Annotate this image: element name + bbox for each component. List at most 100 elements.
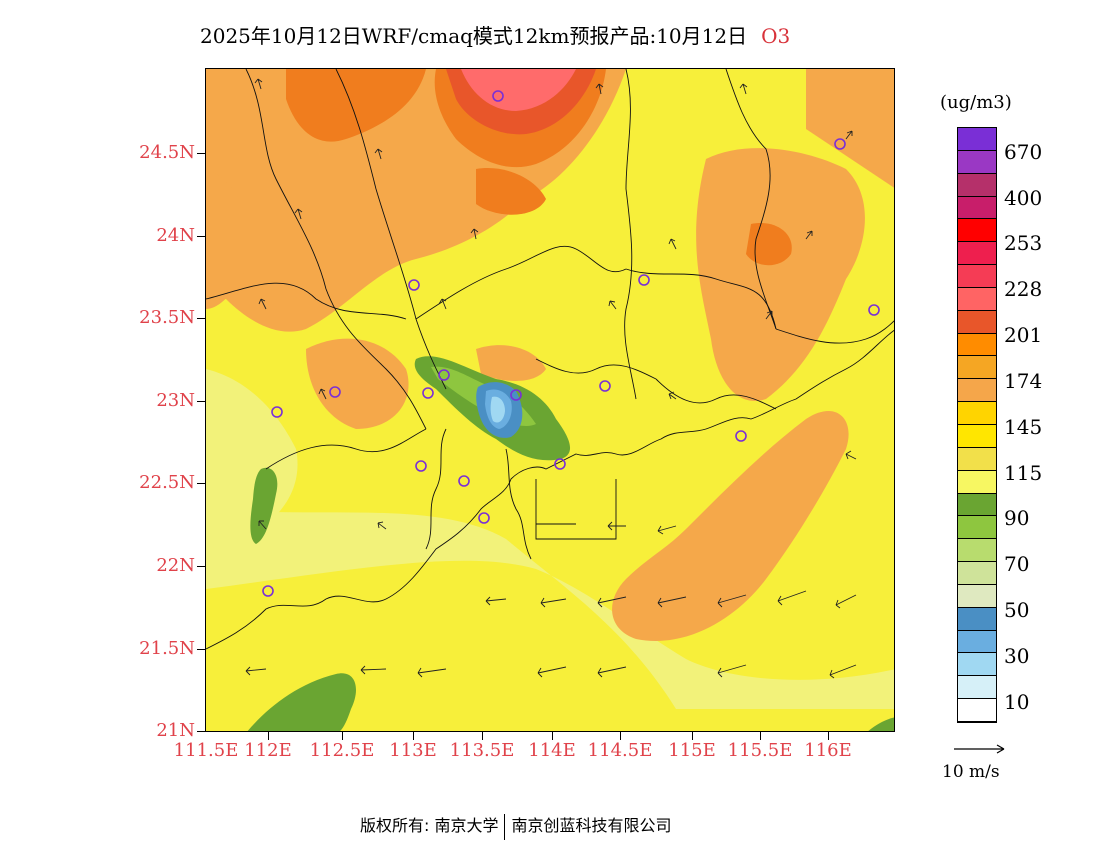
west-green-patch (250, 467, 278, 544)
legend-label-253: 253 (1004, 231, 1043, 255)
legend-color-segment (958, 493, 996, 517)
y-tick-label-24n: 24N (156, 225, 195, 246)
legend-color-segment (958, 242, 996, 266)
y-tick-label-22-5n: 22.5N (139, 472, 195, 493)
legend-color-segment (958, 516, 996, 540)
southern-light-band (206, 509, 894, 709)
y-tick (197, 318, 205, 319)
legend-units: (ug/m3) (940, 92, 1012, 113)
y-tick-label-23-5n: 23.5N (139, 307, 195, 328)
x-tick (760, 732, 761, 740)
north-dark-orange-1 (286, 69, 426, 142)
legend-label-30: 30 (1004, 644, 1030, 668)
legend-color-segment (958, 425, 996, 448)
southeast-green-corner (868, 717, 894, 731)
legend-color-segment (958, 676, 996, 700)
x-tick-label-114-5e: 114.5E (587, 740, 653, 761)
boundary-lines (206, 69, 894, 650)
center-orange-patch (476, 345, 546, 381)
wind-reference-label: 10 m/s (942, 762, 1000, 782)
chart-title: 2025年10月12日WRF/cmaq模式12km预报产品:10月12日 O3 (200, 20, 790, 49)
legend-color-segment (958, 379, 996, 403)
legend-color-segment (958, 539, 996, 563)
x-tick (692, 732, 693, 740)
north-salmon-core (461, 69, 576, 111)
legend-color-segment (958, 699, 996, 722)
x-tick-label-111-5e: 111.5E (173, 740, 239, 761)
legend-label-400: 400 (1004, 186, 1043, 210)
copyright-separator (504, 813, 506, 840)
y-tick (197, 731, 205, 732)
south-sea-orange-plume (612, 410, 849, 641)
wind-reference-arrow (954, 744, 1005, 754)
legend-color-segment (958, 584, 996, 608)
legend-color-segment (958, 333, 996, 357)
legend-color-segment (958, 607, 996, 631)
x-tick (413, 732, 414, 740)
north-dark-orange-3 (476, 168, 546, 215)
legend-label-145: 145 (1004, 415, 1043, 439)
east-orange-region (696, 148, 865, 401)
x-tick-label-112-5e: 112.5E (309, 740, 375, 761)
southwest-light-area (206, 369, 298, 549)
legend-label-10: 10 (1004, 690, 1030, 714)
legend-color-segment (958, 287, 996, 311)
copyright-right: 南京创蓝科技有限公司 (511, 816, 672, 835)
legend-label-115: 115 (1004, 461, 1043, 485)
legend-color-segment (958, 402, 996, 425)
y-tick (197, 401, 205, 402)
legend-color-segment (958, 470, 996, 494)
legend-color-segment (958, 562, 996, 585)
x-tick-label-115-5e: 115.5E (727, 740, 793, 761)
y-tick-label-21-5n: 21.5N (139, 638, 195, 659)
northwest-orange-patch (206, 169, 249, 309)
x-tick-label-113e: 113E (389, 740, 437, 761)
title-main: 2025年10月12日WRF/cmaq模式12km预报产品:10月12日 (200, 24, 748, 48)
x-tick (482, 732, 483, 740)
x-tick (268, 732, 269, 740)
legend-label-70: 70 (1004, 552, 1030, 576)
y-tick (197, 483, 205, 484)
legend-color-segment (958, 196, 996, 220)
y-tick-label-23n: 23N (156, 390, 195, 411)
legend-color-segment (958, 128, 996, 151)
y-tick (197, 153, 205, 154)
x-tick-label-112e: 112E (244, 740, 292, 761)
legend-color-segment (958, 447, 996, 471)
x-tick (828, 732, 829, 740)
legend-label-50: 50 (1004, 598, 1030, 622)
monitoring-stations (262, 90, 880, 597)
y-tick-label-24-5n: 24.5N (139, 142, 195, 163)
x-tick-label-115e: 115E (668, 740, 716, 761)
copyright-footer: 版权所有: 南京大学 南京创蓝科技有限公司 (360, 812, 672, 840)
legend-color-segment (958, 150, 996, 174)
legend-color-segment (958, 219, 996, 243)
legend-label-201: 201 (1004, 323, 1043, 347)
legend-color-segment (958, 356, 996, 380)
x-tick (342, 732, 343, 740)
legend-label-228: 228 (1004, 277, 1043, 301)
wind-vectors (245, 78, 857, 679)
legend-color-segment (958, 653, 996, 677)
legend-label-174: 174 (1004, 369, 1043, 393)
guangzhou-blue-core (490, 396, 505, 423)
legend-label-670: 670 (1004, 140, 1043, 164)
x-tick-label-116e: 116E (804, 740, 852, 761)
legend-color-segment (958, 265, 996, 288)
title-species: O3 (761, 24, 791, 48)
legend-label-90: 90 (1004, 506, 1030, 530)
west-orange-patch (306, 338, 409, 429)
northeast-orange (806, 69, 894, 188)
y-tick-label-22n: 22N (156, 555, 195, 576)
y-tick-label-21n: 21N (156, 720, 195, 741)
color-legend-bar (957, 127, 997, 723)
y-tick (197, 566, 205, 567)
ozone-concentration-map[interactable] (205, 68, 895, 732)
y-tick (197, 649, 205, 650)
x-tick-label-114e: 114E (528, 740, 576, 761)
x-tick-label-113-5e: 113.5E (449, 740, 515, 761)
copyright-left: 版权所有: 南京大学 (360, 816, 499, 835)
legend-color-segment (958, 173, 996, 197)
y-tick (197, 236, 205, 237)
legend-color-segment (958, 310, 996, 334)
